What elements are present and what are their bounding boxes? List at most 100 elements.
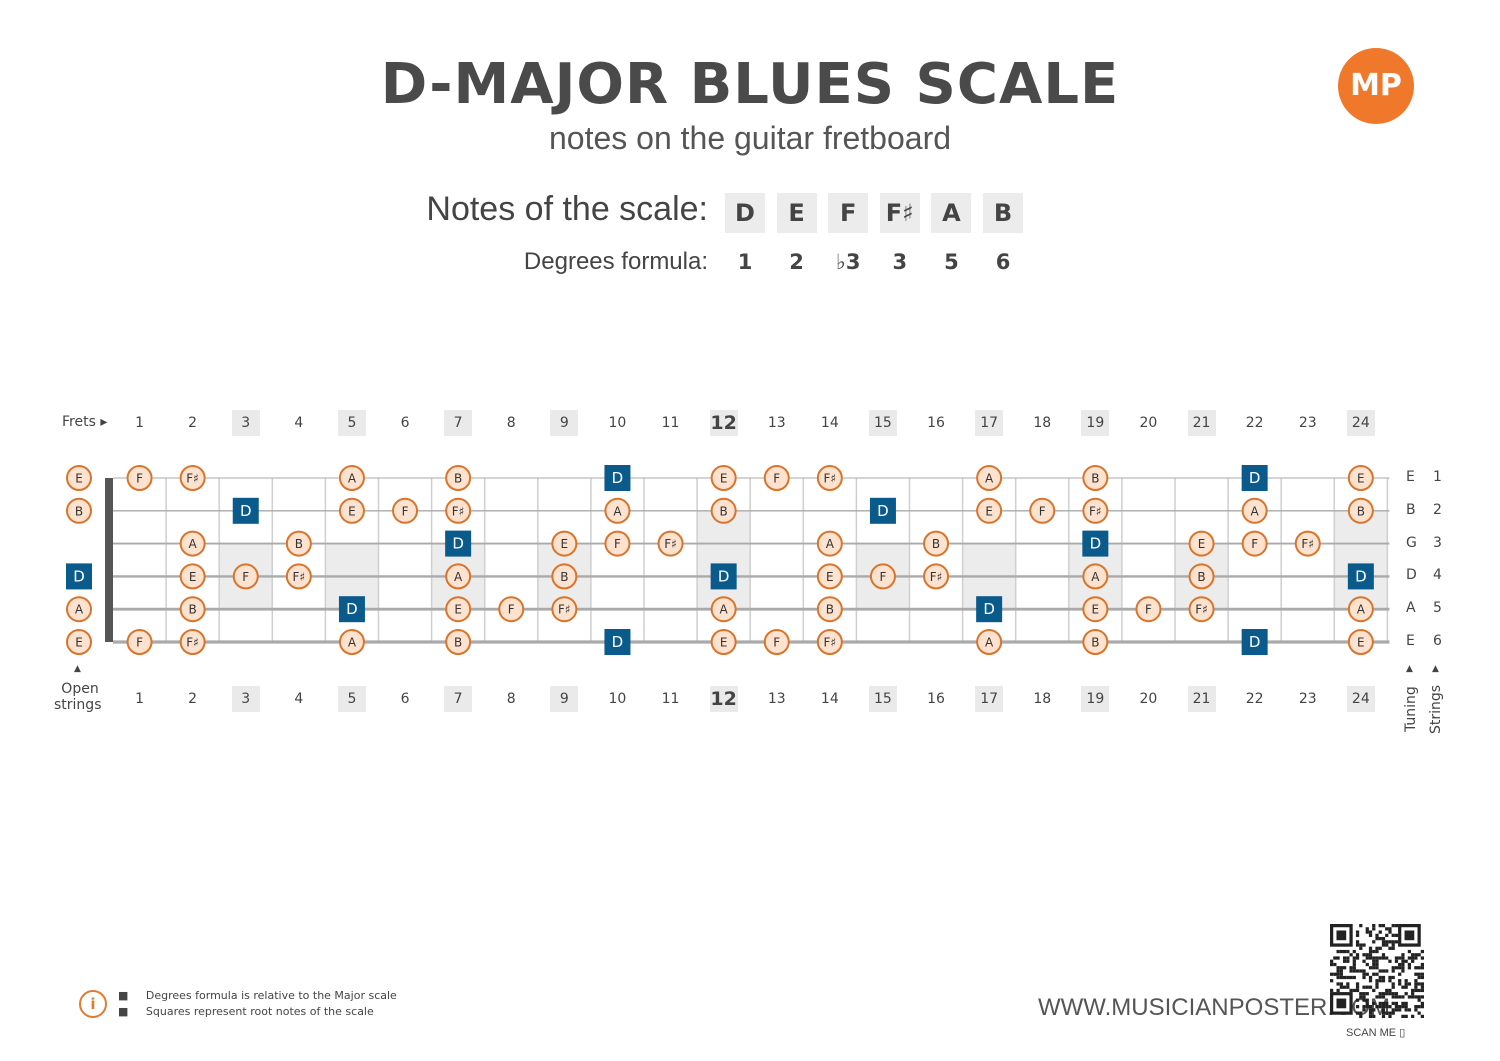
qr-module: [1404, 959, 1408, 963]
qr-module: [1346, 982, 1350, 986]
open-strings-label: Open strings: [54, 681, 101, 713]
tuning-note: E: [1406, 633, 1415, 649]
qr-module: [1385, 1011, 1389, 1015]
qr-module: [1336, 969, 1340, 973]
string-number: 2: [1433, 501, 1442, 518]
qr-module: [1375, 982, 1379, 986]
qr-module: [1391, 992, 1395, 996]
scale-note-marker: [1082, 596, 1109, 623]
scale-note-label: B: [560, 570, 568, 584]
qr-module: [1417, 972, 1421, 976]
qr-module: [1385, 1005, 1389, 1009]
fret-number: 6: [400, 415, 410, 431]
qr-module: [1388, 940, 1392, 944]
qr-module: [1359, 1011, 1363, 1015]
fret-number: 22: [1245, 691, 1264, 707]
qr-module: [1404, 930, 1415, 941]
scale-note-label: A: [985, 472, 994, 486]
qr-module: [1407, 982, 1412, 986]
qr-module: [1391, 943, 1395, 947]
scale-note-label: F♯: [292, 570, 305, 584]
scale-note-marker: [285, 563, 312, 590]
root-note-label: D: [1090, 535, 1102, 553]
qr-module: [1394, 1008, 1399, 1012]
qr-module: [1352, 966, 1356, 970]
qr-module: [1362, 998, 1366, 1002]
fret-number: 14: [820, 415, 839, 431]
scale-note-marker: [1188, 530, 1215, 557]
qr-module: [1381, 953, 1386, 957]
qr-module: [1362, 943, 1366, 947]
guitar-nut: [105, 478, 113, 642]
qr-module: [1355, 982, 1360, 986]
scale-note-label: F: [402, 504, 409, 518]
scale-note-label: E: [75, 472, 83, 486]
scale-note-box: F♯: [879, 193, 920, 233]
qr-module: [1352, 988, 1356, 993]
qr-module: [1362, 1005, 1366, 1009]
scale-note-label: B: [932, 537, 940, 551]
qr-module: [1365, 992, 1369, 996]
qr-module: [1381, 943, 1386, 947]
root-note-marker: [445, 530, 472, 557]
qr-module: [1401, 966, 1405, 970]
qr-module: [1365, 1005, 1369, 1009]
scale-note-marker: [551, 596, 578, 623]
scale-note-marker: [179, 530, 206, 557]
qr-module: [1388, 927, 1392, 931]
qr-module: [1368, 946, 1373, 950]
qr-module: [1381, 992, 1386, 996]
scale-note-label: A: [75, 603, 84, 617]
qr-module: [1401, 1001, 1405, 1006]
qr-module: [1365, 998, 1369, 1002]
fret-number: 22: [1245, 415, 1264, 431]
tuning-label: Tuning: [1403, 686, 1419, 732]
fret-number: 17: [975, 686, 1004, 712]
qr-module: [1346, 949, 1350, 954]
qr-module: [1330, 988, 1334, 993]
qr-code-icon[interactable]: [1330, 924, 1424, 1018]
root-note-marker: [232, 497, 259, 524]
qr-module: [1394, 933, 1399, 937]
qr-module: [1417, 1011, 1421, 1015]
fret-number: 5: [337, 410, 366, 436]
info-line-1-text: Degrees formula is relative to the Major…: [145, 989, 397, 1002]
qr-module: [1368, 949, 1373, 954]
qr-module: [1336, 930, 1347, 941]
scale-note-label: A: [985, 636, 994, 650]
info-line-1: ■ Degrees formula is relative to the Maj…: [118, 989, 397, 1002]
string-number: 1: [1433, 469, 1442, 485]
scale-note-marker: [816, 596, 843, 623]
qr-module: [1378, 975, 1382, 980]
fret-inlay: [1334, 510, 1388, 610]
qr-module: [1375, 956, 1379, 960]
qr-module: [1401, 1005, 1405, 1009]
qr-module: [1365, 956, 1369, 960]
scale-note-marker: [66, 497, 92, 524]
scale-note-marker: [445, 465, 472, 491]
qr-module: [1411, 1014, 1415, 1018]
fret-number: 8: [506, 415, 516, 431]
tuning-note: A: [1406, 600, 1416, 617]
phone-icon: ▯: [1399, 1027, 1406, 1039]
fret-number: 11: [661, 691, 680, 707]
scale-note-marker: [1347, 596, 1374, 623]
qr-module: [1346, 975, 1350, 980]
qr-module: [1336, 949, 1340, 954]
scale-note-marker: [710, 629, 737, 655]
qr-module: [1355, 940, 1360, 944]
qr-module: [1375, 959, 1379, 963]
qr-module: [1391, 975, 1395, 980]
qr-module: [1381, 1008, 1386, 1012]
qr-module: [1365, 927, 1369, 931]
scale-note-label: F♯: [1195, 603, 1208, 617]
qr-module: [1381, 975, 1386, 980]
qr-module: [1385, 933, 1389, 937]
root-note-marker: [1347, 563, 1374, 590]
scale-note-box: D: [725, 193, 765, 233]
qr-module: [1404, 985, 1408, 989]
scale-note-label: F♯: [823, 636, 836, 650]
qr-module: [1362, 985, 1366, 989]
scale-note-label: B: [720, 504, 728, 518]
qr-module: [1394, 992, 1399, 996]
